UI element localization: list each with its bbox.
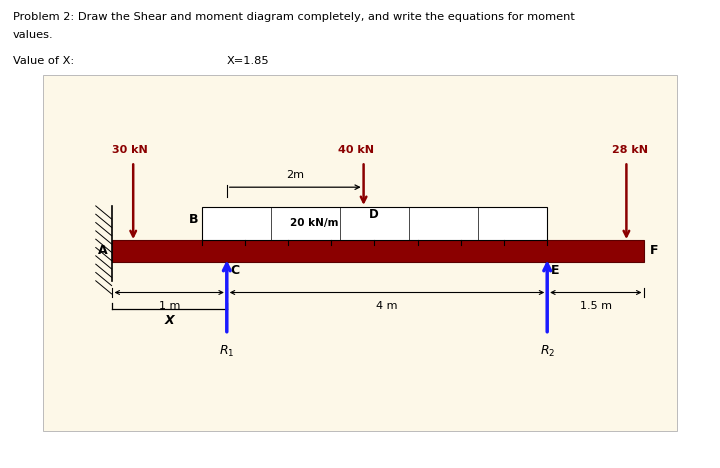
Text: 2m: 2m: [287, 170, 305, 180]
Text: A: A: [99, 244, 108, 257]
Text: 1.5 m: 1.5 m: [580, 301, 612, 311]
Text: B: B: [189, 213, 198, 227]
Bar: [112, 240, 644, 262]
Text: 28 kN: 28 kN: [612, 146, 648, 155]
Bar: [202, 207, 547, 240]
Text: X=1.85: X=1.85: [227, 56, 269, 66]
Text: 30 kN: 30 kN: [112, 146, 148, 155]
Text: 40 kN: 40 kN: [338, 146, 374, 155]
Text: X: X: [164, 314, 174, 328]
Text: Value of X:: Value of X:: [13, 56, 74, 66]
Text: Problem 2: Draw the Shear and moment diagram completely, and write the equations: Problem 2: Draw the Shear and moment dia…: [13, 12, 575, 22]
Text: 1 m: 1 m: [158, 301, 180, 311]
Text: D: D: [369, 208, 379, 221]
Text: F: F: [650, 244, 659, 257]
Text: $R_1$: $R_1$: [219, 344, 235, 359]
Text: values.: values.: [13, 30, 53, 40]
Bar: [43, 75, 677, 431]
Text: C: C: [230, 264, 240, 278]
Text: 4 m: 4 m: [377, 301, 397, 311]
Text: E: E: [551, 264, 559, 278]
Text: 20 kN/m: 20 kN/m: [290, 218, 338, 227]
Text: $R_2$: $R_2$: [539, 344, 555, 359]
